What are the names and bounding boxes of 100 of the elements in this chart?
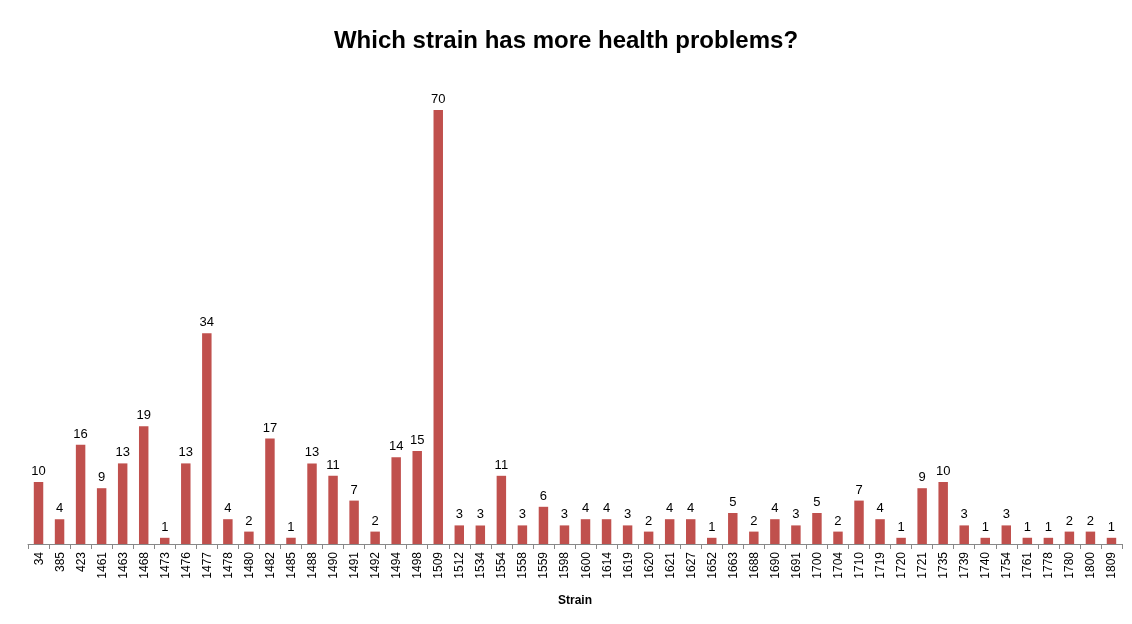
data-label: 4 <box>687 500 695 516</box>
data-label: 3 <box>560 506 569 522</box>
data-label: 4 <box>771 500 779 516</box>
x-tick-label: 1739 <box>957 551 972 579</box>
bar <box>559 525 570 544</box>
bar <box>1001 525 1012 544</box>
bar <box>286 537 296 544</box>
bar <box>791 525 801 544</box>
x-tick-label: 1690 <box>767 551 782 579</box>
bar <box>202 333 212 544</box>
data-label: 3 <box>792 506 800 522</box>
x-tick-label: 1534 <box>473 551 488 579</box>
x-tick-label: 1652 <box>704 551 719 579</box>
data-label: 4 <box>581 500 590 516</box>
data-label: 2 <box>645 512 653 528</box>
bar <box>728 513 738 544</box>
data-label: 3 <box>476 506 484 522</box>
x-tick-label: 1778 <box>1041 551 1056 579</box>
data-label: 2 <box>1065 512 1074 528</box>
data-label: 70 <box>431 91 446 106</box>
data-label: 1 <box>1023 518 1031 534</box>
x-tick-label: 1473 <box>157 551 172 579</box>
bar <box>1106 537 1117 544</box>
bar <box>833 531 843 544</box>
data-label: 4 <box>602 500 611 516</box>
x-tick-label: 1704 <box>830 551 845 579</box>
bar <box>96 488 107 544</box>
data-label: 10 <box>31 463 46 478</box>
x-tick-label: 1485 <box>283 551 298 579</box>
data-label: 7 <box>855 481 863 497</box>
bar <box>664 519 675 544</box>
bar <box>496 475 507 544</box>
bar <box>601 519 612 544</box>
data-label: 3 <box>960 506 968 522</box>
x-tick-label: 1619 <box>620 551 635 579</box>
data-label: 13 <box>178 444 194 460</box>
bar <box>685 519 696 544</box>
data-label: 9 <box>918 469 926 485</box>
bar <box>980 537 990 544</box>
x-tick-label: 1494 <box>389 551 404 579</box>
data-label: 1 <box>981 518 989 534</box>
data-label: 3 <box>518 506 527 522</box>
bar <box>1064 531 1075 544</box>
x-tick-label: 1663 <box>725 551 740 579</box>
data-label: 11 <box>326 456 340 472</box>
data-label: 15 <box>409 432 425 447</box>
bar <box>433 110 443 544</box>
x-tick-label: 1559 <box>536 551 551 579</box>
bar <box>328 475 338 544</box>
data-label: 13 <box>304 444 320 460</box>
bar <box>138 426 149 544</box>
data-label: 34 <box>199 314 215 330</box>
bar <box>938 482 948 544</box>
bar <box>391 457 401 544</box>
bar <box>33 482 44 544</box>
data-label: 1 <box>1044 518 1052 534</box>
x-tick-label: 1780 <box>1062 551 1077 579</box>
bar <box>622 525 633 544</box>
x-tick-label: 1509 <box>431 551 446 579</box>
x-tick-label: 1490 <box>326 551 341 579</box>
x-tick-label: 385 <box>52 551 67 573</box>
data-label: 4 <box>666 500 674 516</box>
bar <box>75 444 86 544</box>
x-tick-label: 1476 <box>178 551 193 579</box>
bar <box>117 463 128 544</box>
x-tick-label: 1688 <box>746 551 761 579</box>
x-tick-label: 1620 <box>641 551 656 579</box>
data-label: 10 <box>935 463 951 478</box>
bar <box>454 525 465 544</box>
x-tick-label: 1809 <box>1104 551 1119 579</box>
data-label: 1 <box>1107 518 1116 534</box>
x-tick-label: 1498 <box>410 551 425 579</box>
x-tick-label: 1512 <box>452 551 467 579</box>
bar <box>643 531 654 544</box>
x-tick-label: 1621 <box>662 551 677 579</box>
data-label: 16 <box>73 425 88 441</box>
x-tick-label: 1627 <box>683 551 698 579</box>
bar <box>517 525 528 544</box>
data-label: 1 <box>897 518 905 534</box>
x-tick-label: 1477 <box>199 551 214 579</box>
x-tick-label: 1598 <box>557 551 572 579</box>
data-label: 1 <box>708 518 716 534</box>
x-tick-label: 1614 <box>599 551 614 579</box>
data-label: 2 <box>245 512 253 528</box>
data-label: 3 <box>455 506 463 522</box>
bar <box>580 519 591 544</box>
x-tick-label: 1480 <box>241 551 256 579</box>
data-label: 11 <box>494 456 509 472</box>
x-tick-label: 1710 <box>852 551 867 579</box>
bar <box>538 506 549 544</box>
x-tick-label: 1558 <box>515 551 530 579</box>
data-label: 4 <box>55 500 64 516</box>
data-label: 2 <box>834 512 842 528</box>
x-tick-label: 1554 <box>494 551 509 579</box>
bar <box>1022 537 1033 544</box>
bar <box>896 537 906 544</box>
data-label: 19 <box>136 407 151 423</box>
data-label: 1 <box>287 518 295 534</box>
bar <box>265 438 275 544</box>
x-tick-label: 423 <box>73 551 88 573</box>
